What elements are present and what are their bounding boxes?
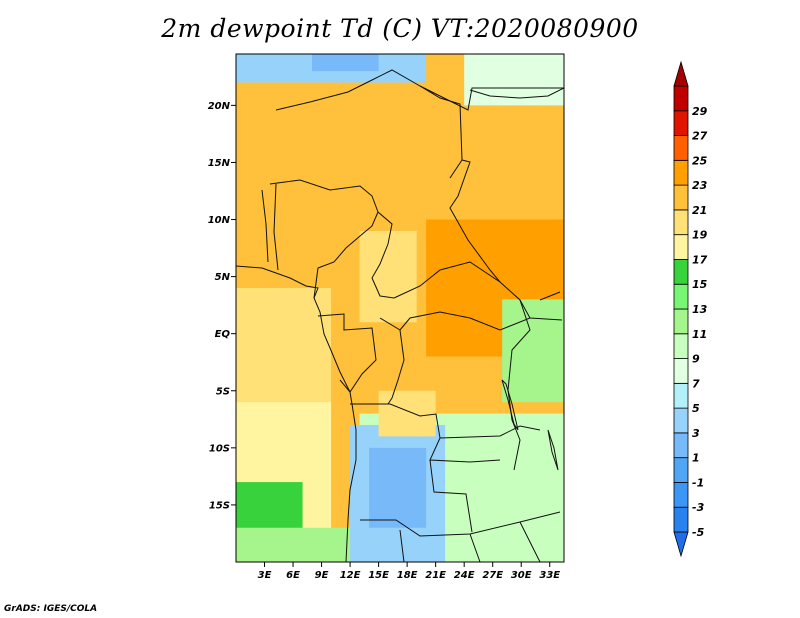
border-namibia (360, 511, 561, 537)
colorbar-segment (673, 457, 689, 483)
colorbar-label: 11 (692, 328, 707, 341)
colorbar-segment (673, 110, 689, 136)
colorbar-upper-triangle (673, 60, 689, 87)
colorbar-segment (673, 482, 689, 508)
country-borders (236, 69, 564, 562)
y-tick-label: EQ (215, 329, 231, 340)
colorbar-segment (673, 85, 689, 112)
x-tick-label: 33E (539, 570, 560, 581)
colorbar-segment (673, 308, 689, 335)
border-benin-togo (261, 183, 279, 271)
grads-credit: GrADS: IGES/COLA (4, 604, 98, 614)
colorbar-label: 3 (692, 427, 700, 440)
x-tick-label: 15E (368, 570, 389, 581)
colorbar-label: -3 (692, 501, 705, 514)
colorbar-segment (673, 333, 689, 359)
y-tick-label: 15N (208, 158, 231, 169)
border-gabon-congo (317, 313, 377, 393)
colorbar-segment (673, 159, 689, 186)
colorbar-segment (673, 259, 689, 285)
border-chad-sudan (449, 159, 501, 283)
border-cameroon-chad (371, 211, 395, 299)
field-region-9 (502, 299, 564, 403)
border-nigeria-niger (269, 179, 379, 213)
x-tick-label: 30E (511, 570, 532, 581)
mediterranean-coast (469, 87, 564, 99)
map-frame (235, 53, 565, 563)
border-chad-libya (419, 85, 564, 111)
field-region-12 (464, 54, 564, 106)
border-congo-drc (379, 317, 405, 405)
y-tick-label: 10N (208, 215, 231, 226)
colorbar-label: 27 (692, 130, 708, 143)
colorbar-label: 17 (692, 253, 708, 266)
x-tick-label: 3E (258, 570, 272, 581)
x-tick-label: 18E (397, 570, 418, 581)
latitude-axis: 20N 15N 10N 5N EQ 5S 10S 15S (208, 101, 236, 511)
x-tick-label: 12E (340, 570, 361, 581)
field-region-4 (236, 527, 351, 562)
colorbar-segment (673, 283, 689, 310)
x-tick-label: 27E (482, 570, 503, 581)
colorbar-label: 5 (692, 402, 700, 415)
colorbar-label: 9 (692, 353, 700, 366)
colorbar-label: 25 (692, 154, 708, 167)
field-region-14 (378, 390, 436, 437)
border-niger-mali (275, 69, 463, 179)
border-angola-zambia (429, 425, 541, 533)
map-title: 2m dewpoint Td (C) VT:2020080900 (161, 14, 639, 43)
y-tick-label: 5S (216, 386, 230, 397)
colorbar-segment (673, 358, 689, 384)
colorbar-segment (673, 209, 689, 236)
border-car (393, 261, 531, 331)
colorbar-label: 7 (692, 377, 700, 390)
coastline-west (236, 265, 357, 562)
colorbar-label: 21 (692, 204, 707, 217)
field-region-8 (369, 447, 427, 528)
border-nigeria-cameroon (313, 211, 379, 299)
longitude-axis: 3E 6E 9E 12E 15E 18E 21E 24E 27E 30E 33E (258, 562, 560, 581)
y-tick-label: 5N (215, 272, 231, 283)
x-tick-label: 24E (454, 570, 475, 581)
colorbar-label: 19 (692, 229, 708, 242)
colorbar-label: 1 (692, 452, 700, 465)
colorbar-label: 15 (692, 278, 708, 291)
x-tick-label: 21E (425, 570, 446, 581)
colorbar-segment (673, 407, 689, 434)
colorbar-segment (673, 234, 689, 260)
y-tick-label: 20N (208, 101, 231, 112)
field-region-13 (359, 230, 417, 323)
colorbar-label: 29 (692, 105, 708, 118)
colorbar-label: 23 (692, 179, 708, 192)
colorbar-label: 13 (692, 303, 708, 316)
colorbar-segment (673, 432, 689, 459)
lake-malawi (547, 429, 559, 471)
x-tick-label: 9E (315, 570, 329, 581)
y-tick-label: 15S (209, 500, 230, 511)
colorbar-segment (673, 382, 689, 409)
colorbar-segment (673, 506, 689, 533)
border-south (399, 521, 541, 562)
colorbar-segment (673, 135, 689, 161)
x-tick-label: 6E (286, 570, 300, 581)
y-tick-label: 10S (209, 443, 230, 454)
colorbar-segment (673, 184, 689, 211)
dewpoint-field (236, 54, 564, 562)
colorbar-label: -5 (692, 526, 705, 539)
lake-tanganyika (501, 379, 519, 431)
border-drc-angola (350, 403, 501, 463)
colorbar-label: -1 (692, 476, 704, 489)
colorbar-lower-triangle (673, 531, 689, 558)
field-region-11 (312, 54, 379, 72)
